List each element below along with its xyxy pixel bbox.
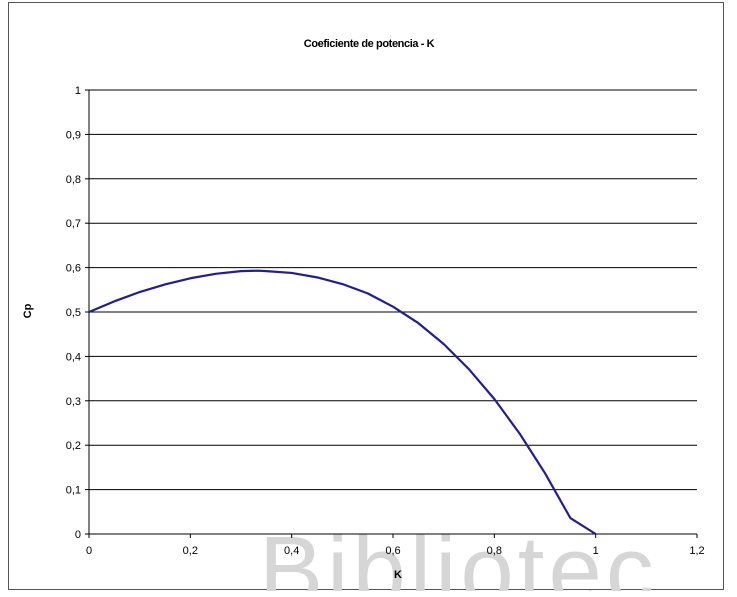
x-tick-label: 0,4 — [284, 545, 299, 557]
x-tick-label: 0,2 — [183, 545, 198, 557]
x-tick-label: 1 — [593, 545, 599, 557]
y-tick-label: 0,4 — [66, 351, 81, 363]
x-tick-label: 0,6 — [385, 545, 400, 557]
y-tick-label: 0,8 — [66, 174, 81, 186]
x-tick-label: 0 — [86, 545, 92, 557]
chart-frame: Bibliotec 0 0,1 0,2 0,3 0,4 0,5 0,6 0,7 0,8 0,9 1 0… — [8, 2, 724, 590]
y-tick-label: 0,5 — [66, 307, 81, 319]
x-tick-label: 0,8 — [487, 545, 502, 557]
x-axis-label: K — [394, 569, 402, 581]
y-tick-label: 0,3 — [66, 396, 81, 408]
chart-title: Coeficiente de potencia - K — [304, 38, 435, 50]
x-tick-label: 1,2 — [689, 545, 704, 557]
chart: Bibliotec 00,10,20,30,40,50,60,70,80,910… — [9, 3, 725, 591]
y-tick-label: 0,7 — [66, 218, 81, 230]
y-tick-label: 0,2 — [66, 440, 81, 452]
y-tick-label: 0 — [75, 529, 81, 541]
y-axis-label: Cp — [22, 303, 34, 318]
y-tick-label: 0,9 — [66, 129, 81, 141]
series-line — [89, 271, 596, 534]
y-tick-label: 0,6 — [66, 263, 81, 275]
y-tick-label: 1 — [75, 85, 81, 97]
y-tick-label: 0,1 — [66, 485, 81, 497]
